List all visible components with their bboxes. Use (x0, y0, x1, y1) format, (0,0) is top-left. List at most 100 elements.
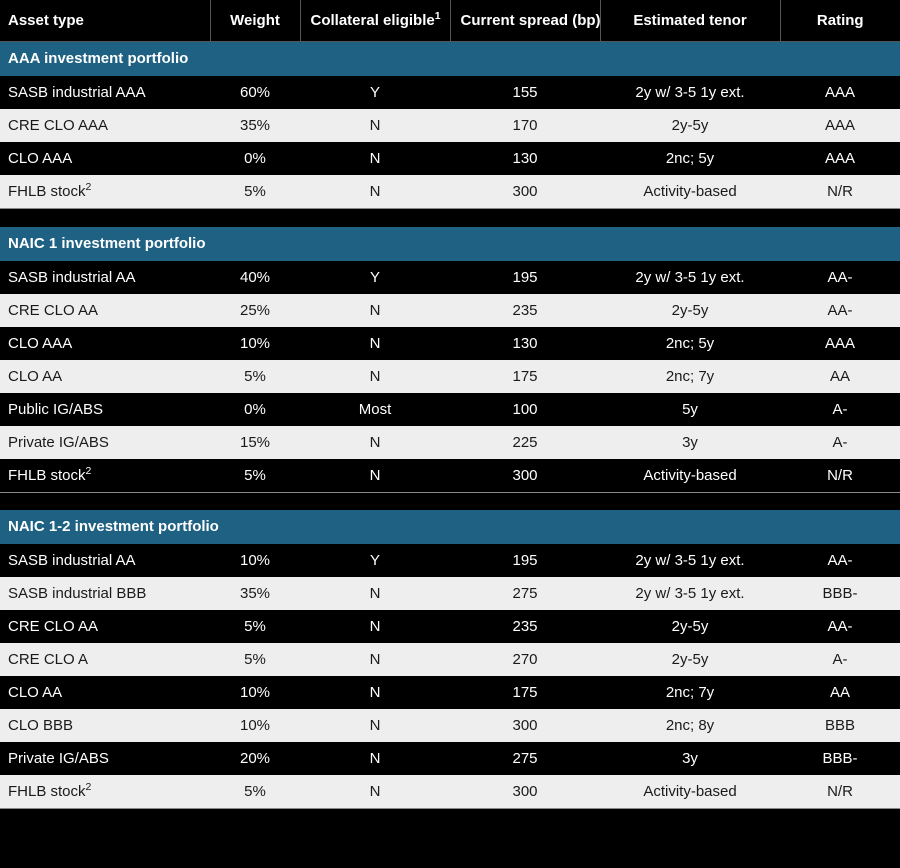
cell-tenor: 2y w/ 3-5 1y ext. (600, 76, 780, 110)
cell-rating: AAA (780, 109, 900, 142)
table-row: CRE CLO AA25%N2352y-5yAA- (0, 294, 900, 327)
section-title: NAIC 1-2 investment portfolio (0, 510, 900, 544)
table-row: CLO AA10%N1752nc; 7yAA (0, 676, 900, 709)
cell-spread: 130 (450, 142, 600, 175)
asset-label: SASB industrial AAA (8, 84, 146, 101)
section-header: NAIC 1-2 investment portfolio (0, 510, 900, 544)
section-header: AAA investment portfolio (0, 42, 900, 76)
cell-asset-type: SASB industrial AA (0, 544, 210, 578)
cell-weight: 60% (210, 76, 300, 110)
cell-rating: BBB- (780, 742, 900, 775)
asset-sup: 2 (86, 781, 92, 793)
col-sup: 1 (435, 10, 441, 22)
cell-asset-type: CLO AA (0, 676, 210, 709)
cell-weight: 35% (210, 109, 300, 142)
cell-rating: BBB (780, 709, 900, 742)
table-row: CLO BBB10%N3002nc; 8yBBB (0, 709, 900, 742)
asset-label: CLO AAA (8, 335, 72, 352)
cell-weight: 0% (210, 142, 300, 175)
cell-rating: AA (780, 360, 900, 393)
cell-asset-type: Public IG/ABS (0, 393, 210, 426)
cell-asset-type: CRE CLO AAA (0, 109, 210, 142)
cell-rating: BBB- (780, 577, 900, 610)
cell-weight: 5% (210, 775, 300, 809)
cell-rating: AA- (780, 610, 900, 643)
cell-weight: 5% (210, 643, 300, 676)
cell-asset-type: FHLB stock2 (0, 775, 210, 809)
asset-label: SASB industrial AA (8, 269, 136, 286)
table-row: SASB industrial AA40%Y1952y w/ 3-5 1y ex… (0, 260, 900, 294)
cell-collateral: Y (300, 260, 450, 294)
col-tenor: Estimated tenor (600, 0, 780, 42)
cell-spread: 170 (450, 109, 600, 142)
cell-weight: 40% (210, 260, 300, 294)
asset-label: Private IG/ABS (8, 434, 109, 451)
cell-rating: A- (780, 643, 900, 676)
cell-spread: 270 (450, 643, 600, 676)
gap-cell (0, 492, 900, 510)
asset-label: FHLB stock (8, 183, 86, 200)
cell-tenor: Activity-based (600, 175, 780, 209)
cell-collateral: N (300, 742, 450, 775)
table-row: CRE CLO AA5%N2352y-5yAA- (0, 610, 900, 643)
cell-asset-type: SASB industrial BBB (0, 577, 210, 610)
cell-spread: 235 (450, 610, 600, 643)
table-row: CLO AAA10%N1302nc; 5yAAA (0, 327, 900, 360)
cell-tenor: 3y (600, 426, 780, 459)
cell-tenor: Activity-based (600, 459, 780, 493)
table-row: SASB industrial AAA 60%Y1552y w/ 3-5 1y e… (0, 76, 900, 110)
section-title: AAA investment portfolio (0, 42, 900, 76)
cell-spread: 195 (450, 260, 600, 294)
asset-sup: 2 (86, 181, 92, 193)
gap-cell (0, 209, 900, 227)
section-header: NAIC 1 investment portfolio (0, 227, 900, 261)
cell-rating: AA- (780, 260, 900, 294)
cell-collateral: N (300, 610, 450, 643)
cell-rating: N/R (780, 775, 900, 809)
table-row: CLO AAA0%N1302nc; 5yAAA (0, 142, 900, 175)
cell-rating: AAA (780, 76, 900, 110)
asset-label: Private IG/ABS (8, 750, 109, 767)
cell-spread: 100 (450, 393, 600, 426)
cell-collateral: N (300, 643, 450, 676)
cell-spread: 275 (450, 742, 600, 775)
asset-label: FHLB stock (8, 467, 86, 484)
cell-asset-type: Private IG/ABS (0, 426, 210, 459)
cell-spread: 155 (450, 76, 600, 110)
table-row: FHLB stock25%N300Activity-basedN/R (0, 175, 900, 209)
cell-rating: AAA (780, 327, 900, 360)
col-label: Asset type (8, 12, 84, 29)
asset-sup: 2 (86, 465, 92, 477)
cell-collateral: Most (300, 393, 450, 426)
cell-tenor: Activity-based (600, 775, 780, 809)
cell-collateral: N (300, 109, 450, 142)
col-label: Collateral eligible (311, 12, 435, 29)
cell-tenor: 2nc; 5y (600, 327, 780, 360)
cell-weight: 10% (210, 544, 300, 578)
cell-asset-type: CLO BBB (0, 709, 210, 742)
cell-tenor: 2y-5y (600, 643, 780, 676)
table-header: Asset type Weight Collateral eligible1 C… (0, 0, 900, 42)
cell-spread: 235 (450, 294, 600, 327)
asset-label: CRE CLO A (8, 651, 88, 668)
asset-label: CLO AA (8, 368, 62, 385)
section-gap (0, 492, 900, 510)
cell-rating: N/R (780, 175, 900, 209)
col-rating: Rating (780, 0, 900, 42)
cell-tenor: 2y-5y (600, 109, 780, 142)
cell-spread: 130 (450, 327, 600, 360)
cell-tenor: 2nc; 7y (600, 360, 780, 393)
cell-tenor: 2nc; 7y (600, 676, 780, 709)
section-gap (0, 809, 900, 811)
cell-weight: 20% (210, 742, 300, 775)
cell-collateral: Y (300, 76, 450, 110)
cell-spread: 300 (450, 175, 600, 209)
table-row: CRE CLO A 5%N2702y-5yA- (0, 643, 900, 676)
cell-asset-type: CLO AAA (0, 327, 210, 360)
cell-tenor: 2y w/ 3-5 1y ext. (600, 577, 780, 610)
cell-tenor: 2nc; 5y (600, 142, 780, 175)
cell-spread: 300 (450, 775, 600, 809)
cell-collateral: N (300, 294, 450, 327)
asset-label: CLO AA (8, 684, 62, 701)
cell-asset-type: Private IG/ABS (0, 742, 210, 775)
